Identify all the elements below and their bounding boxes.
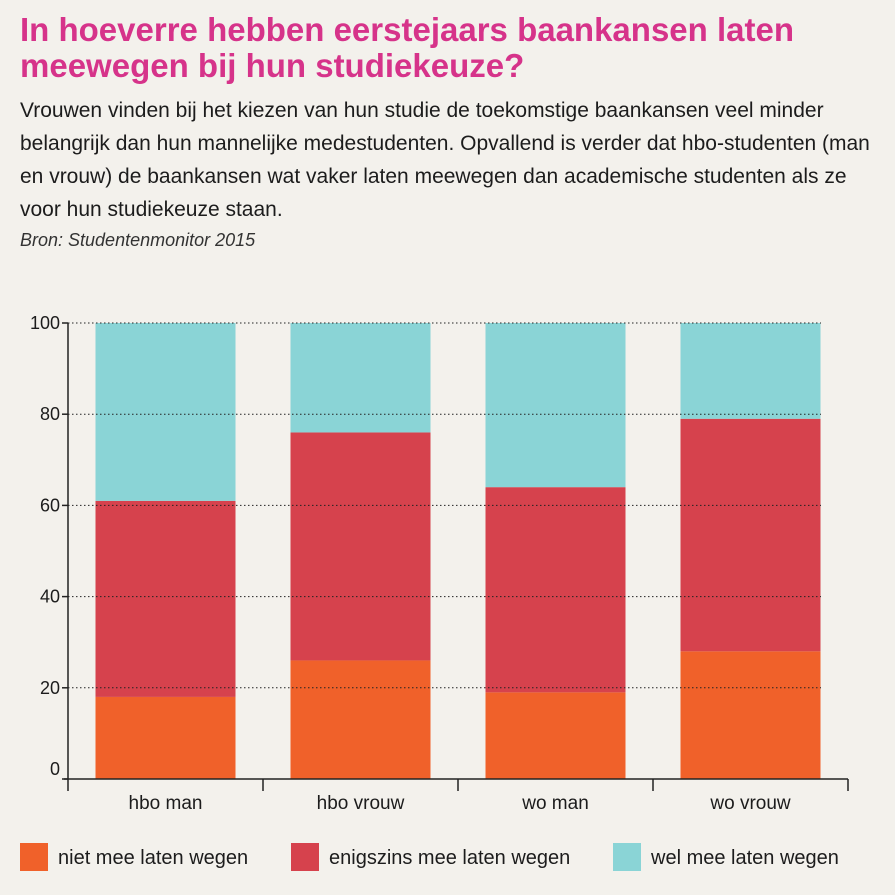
bar-hbo-vrouw-series-3 [290, 323, 431, 433]
legend-label-1: niet mee laten wegen [58, 847, 249, 869]
bar-wo-man-series-1 [485, 692, 626, 779]
legend-swatch-2 [291, 843, 319, 871]
y-tick-label-100: 100 [30, 313, 60, 333]
y-tick-label-20: 20 [40, 678, 60, 698]
bar-wo-vrouw-series-3 [680, 323, 821, 419]
x-tick-label-hbo-vrouw: hbo vrouw [317, 793, 405, 814]
bar-hbo-vrouw-series-2 [290, 432, 431, 661]
legend-swatch-1 [20, 843, 48, 871]
chart-subtitle: Vrouwen vinden bij het kiezen van hun st… [20, 99, 870, 221]
bar-hbo-man-series-2 [95, 500, 236, 697]
y-tick-label-0: 0 [50, 759, 60, 779]
stacked-bar-chart: 0 20 40 60 80 100 hbo man hbo vrouw wo man wo vro… [30, 313, 849, 814]
legend-label-3: wel mee laten wegen [651, 847, 839, 869]
bar-hbo-man-series-3 [95, 323, 236, 501]
bar-wo-man-series-3 [485, 323, 626, 488]
x-tick-label-hbo-man: hbo man [129, 793, 203, 814]
y-tick-label-40: 40 [40, 587, 60, 607]
bar-hbo-vrouw-series-1 [290, 660, 431, 779]
x-tick-label-wo-man: wo man [521, 793, 589, 814]
legend-swatch-3 [613, 843, 641, 871]
bar-wo-vrouw-series-1 [680, 651, 821, 779]
chart-title: In hoeverre hebben eerstejaars baankanse… [20, 11, 795, 84]
y-tick-label-60: 60 [40, 495, 60, 515]
source-note: Bron: Studentenmonitor 2015 [20, 230, 256, 250]
y-tick-label-80: 80 [40, 404, 60, 424]
bar-wo-man-series-2 [485, 487, 626, 693]
bar-hbo-man-series-1 [95, 696, 236, 779]
x-tick-label-wo-vrouw: wo vrouw [709, 793, 791, 814]
bar-wo-vrouw-series-2 [680, 418, 821, 652]
legend-label-2: enigszins mee laten wegen [329, 847, 571, 869]
